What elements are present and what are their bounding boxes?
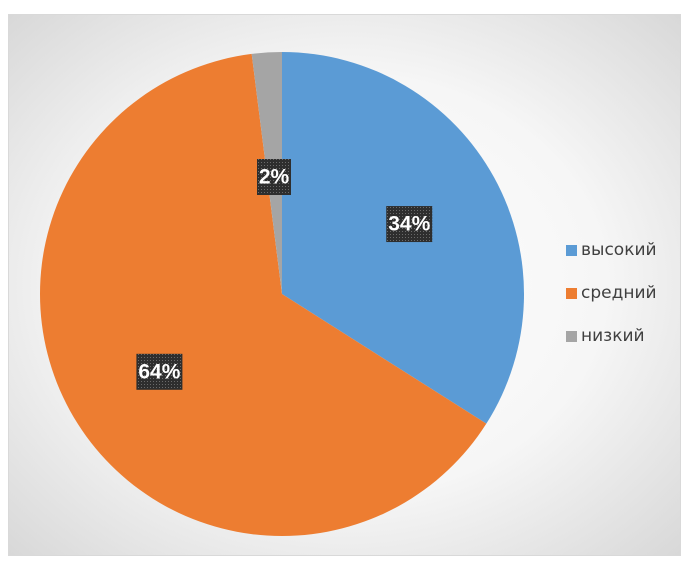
data-label-low: 2% xyxy=(259,166,290,189)
data-label-low-box: 2% xyxy=(257,159,291,195)
legend-item-medium: средний xyxy=(566,282,657,304)
data-label-low-background xyxy=(257,159,291,195)
data-label-medium: 64% xyxy=(138,360,180,383)
legend-label-medium: средний xyxy=(581,283,657,303)
legend-item-high: высокий xyxy=(566,239,657,261)
legend: высокий средний низкий xyxy=(566,239,657,368)
legend-item-low: низкий xyxy=(566,325,657,347)
data-label-high-background xyxy=(386,206,433,243)
data-label-high: 34% xyxy=(388,213,430,236)
slice-medium xyxy=(39,53,487,536)
legend-label-high: высокий xyxy=(581,240,657,260)
legend-swatch-high xyxy=(566,244,577,256)
legend-swatch-low xyxy=(566,330,577,342)
chart-area: 34% 64% 2% высокий средний низкий xyxy=(8,14,681,556)
legend-label-low: низкий xyxy=(581,326,645,346)
data-label-medium-background xyxy=(136,353,183,390)
pie-chart: 34% 64% 2% xyxy=(39,52,524,536)
data-label-medium-box: 64% xyxy=(136,353,183,390)
data-label-high-box: 34% xyxy=(386,206,433,243)
legend-swatch-medium xyxy=(566,287,577,299)
